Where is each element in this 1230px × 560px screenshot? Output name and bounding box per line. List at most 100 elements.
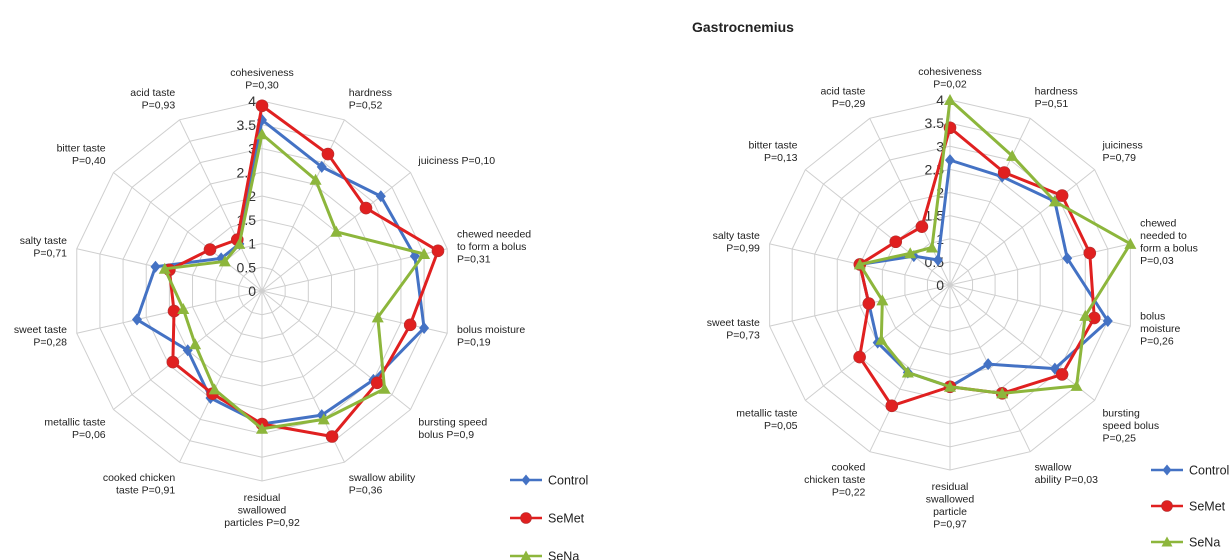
tick-label: 3 [936,138,944,154]
grid-spoke [179,119,263,292]
point-marker [182,344,193,357]
category-label-line: P=0,30 [245,80,279,92]
category-label-line: salty taste [20,235,67,247]
category-label-line: P=0,28 [33,337,67,349]
radar-chart-gastrocnemius: Gastrocnemius00.511.522.533.54cohesivene… [692,19,1229,550]
point-marker [1079,309,1092,321]
tick-label: 3.5 [237,117,257,133]
category-label-line: speed bolus [1102,420,1159,432]
legend-label: SeNa [1189,536,1220,550]
point-marker [1087,311,1101,325]
grid-spoke [949,169,1095,286]
grid-spoke [949,243,1131,286]
point-marker [403,318,417,332]
grid-spoke [949,118,1031,286]
point-marker [983,358,994,371]
point-marker [520,550,532,560]
category-label-line: P=0,40 [72,155,106,167]
tick-label: 4 [936,92,944,108]
point-marker [1006,149,1019,161]
point-marker [317,413,330,425]
point-marker [316,160,327,173]
legend-item-sena: SeNa [1151,536,1220,550]
category-label-line: P=0,06 [72,429,106,441]
category-label-line: metallic taste [736,408,797,420]
point-marker [1055,368,1069,381]
category-label-line: bolus moisture [457,324,525,336]
legend-label: SeMet [1189,500,1226,514]
point-marker [853,258,866,270]
category-label-line: salty taste [713,230,760,242]
category-label-line: P=0,13 [764,152,798,164]
category-label-line: chicken taste [804,474,865,486]
point-marker [901,366,914,378]
point-marker [233,237,246,249]
tick-label: 3 [248,141,256,157]
category-label-line: swallowed [238,505,287,517]
category-label-line: P=0,02 [933,79,967,91]
category-label-line: cooked [832,462,866,474]
point-marker [375,190,386,203]
point-marker [189,338,202,350]
category-label-line: hardness [1035,85,1078,97]
radar-chart-left: 00.511.522.533.54cohesivenessP=0,30hardn… [14,67,588,560]
point-marker [915,220,929,233]
category-label-line: P=0,31 [457,254,491,266]
point-marker [150,260,161,273]
grid-spoke [261,290,448,334]
point-marker [932,253,943,266]
tick-label: 1 [248,236,256,252]
legend-label: SeNa [548,550,579,560]
category-label-line: P=0,25 [1102,433,1136,445]
point-marker [166,355,180,369]
series-sena [158,128,431,434]
grid-spoke [113,172,263,292]
legend-label: SeMet [548,512,585,526]
tick-label: 0.5 [237,259,257,275]
point-marker [309,173,322,185]
point-marker [944,380,956,392]
category-label-line: acid taste [130,87,175,99]
category-label: juiciness P=0,10 [417,155,495,167]
legend-item-sena: SeNa [510,550,579,560]
grid-spoke [805,169,951,286]
category-label-line: form a bolus [1140,243,1198,255]
point-marker [256,422,268,434]
category-label-line: needed to [1140,230,1187,242]
point-marker [885,399,899,413]
legend-item-control: Control [1151,464,1229,478]
point-marker [321,147,335,161]
point-marker [520,512,532,524]
point-marker [1161,500,1173,512]
category-label-line: cohesiveness [918,66,982,78]
tick-label: 0 [936,277,944,293]
point-marker [208,383,221,395]
category-label-line: P=0,51 [1035,98,1069,110]
category-label-line: residual [932,481,969,493]
point-marker [203,243,217,256]
point-marker [1048,195,1061,207]
category-label-line: sweet taste [14,324,67,336]
point-marker [1070,379,1083,391]
category-label-line: bursting speed [418,417,487,429]
point-marker [521,474,531,486]
point-marker [1161,536,1173,547]
series-semet [853,121,1101,413]
point-marker [1102,315,1113,328]
